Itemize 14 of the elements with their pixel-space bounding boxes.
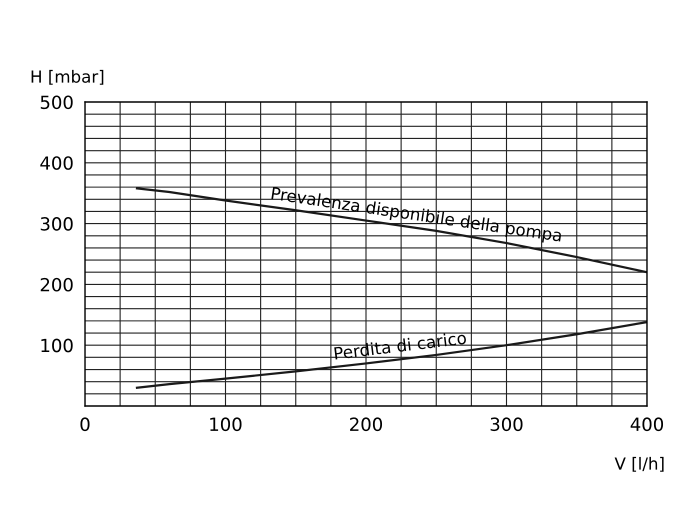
x-tick-label: 400 (630, 417, 664, 432)
annotation: Prevalenza disponibile della pompa (270, 186, 562, 245)
y-tick-label: 400 (40, 156, 73, 170)
x-tick-label: 0 (80, 417, 90, 432)
y-tick-label: 100 (41, 338, 73, 352)
x-tick-label: 100 (210, 417, 242, 432)
y-tick-label: 300 (40, 217, 73, 231)
x-tick-label: 200 (350, 417, 382, 432)
y-axis-title: H [mbar] (32, 70, 104, 85)
y-tick-label: 500 (40, 95, 73, 110)
y-tick-label: 200 (40, 278, 73, 292)
annotation: Perdita di carico (334, 331, 466, 360)
x-tick-label: 300 (490, 417, 523, 432)
x-axis-title: V [l/h] (614, 456, 664, 472)
